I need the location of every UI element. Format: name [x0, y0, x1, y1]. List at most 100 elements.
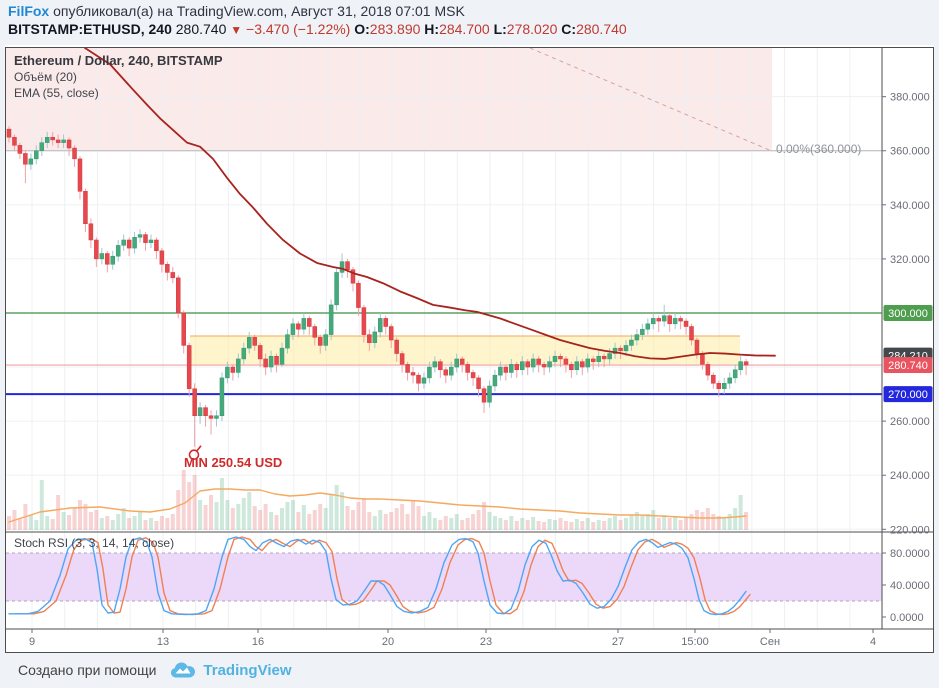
stoch-band: [6, 553, 882, 601]
candle-body: [612, 347, 618, 354]
volume-bar: [170, 514, 175, 530]
candle-body: [126, 239, 132, 249]
candle-body: [339, 261, 345, 273]
fib-level-label: 0.00%(360.000): [776, 142, 862, 156]
candle-body: [378, 318, 383, 333]
candle-body: [39, 142, 45, 151]
volume-bar: [176, 490, 181, 530]
volume-bar: [684, 518, 689, 530]
candle-body: [50, 136, 55, 141]
candle-body: [28, 158, 34, 165]
price-badge-label: 280.740: [888, 360, 928, 372]
candle-body: [6, 128, 12, 138]
volume-bar: [585, 518, 590, 530]
candle-body: [596, 355, 601, 362]
candle-body: [312, 326, 318, 338]
time-tick-label: Сен: [760, 636, 780, 648]
candle-body: [689, 326, 694, 341]
volume-bar: [143, 520, 148, 530]
volume-bar: [187, 482, 192, 530]
candle-body: [683, 320, 689, 327]
candle-body: [399, 353, 405, 365]
volume-bar: [574, 519, 579, 530]
candle-body: [279, 347, 285, 365]
candle-body: [83, 191, 88, 225]
volume-bar: [744, 512, 749, 530]
volume-bar: [7, 516, 11, 530]
close-value: 280.740: [576, 21, 627, 37]
candle-body: [470, 372, 476, 379]
volume-bar: [553, 520, 557, 530]
candle-body: [394, 339, 399, 354]
candle-body: [23, 153, 28, 165]
candle-body: [246, 337, 252, 349]
volume-bar: [274, 515, 279, 530]
legend-volume[interactable]: Объём (20): [14, 70, 77, 84]
volume-bar: [99, 518, 104, 530]
volume-bar: [416, 506, 421, 530]
volume-bar: [247, 492, 252, 530]
volume-bar: [492, 516, 497, 530]
tradingview-brand-link[interactable]: TradingView: [203, 661, 292, 679]
symbol-name[interactable]: BITSTAMP:ETHUSD, 240: [8, 21, 172, 37]
volume-bar: [56, 495, 61, 530]
volume-bar: [471, 514, 476, 530]
volume-bar: [711, 514, 716, 530]
author-link[interactable]: FilFox: [8, 3, 50, 19]
candle-body: [694, 339, 700, 354]
candle-body: [421, 377, 427, 384]
stoch-tick-label: 80.0000: [890, 548, 930, 560]
candle-body: [645, 323, 651, 330]
candle-body: [345, 261, 350, 270]
price-tick-label: 380.000: [890, 92, 930, 104]
volume-bar: [67, 515, 72, 530]
legend-ema[interactable]: EMA (55, close): [14, 86, 99, 100]
volume-bar: [476, 510, 481, 530]
volume-bar: [700, 512, 705, 530]
volume-bar: [482, 502, 487, 530]
candle-body: [672, 318, 678, 325]
candle-body: [143, 234, 148, 243]
candle-body: [634, 334, 640, 341]
low-value: 278.020: [506, 21, 558, 37]
stoch-k-line: [8, 536, 747, 616]
candle-body: [328, 304, 334, 335]
volume-bar: [525, 520, 530, 530]
volume-bar: [290, 500, 295, 530]
volume-bar: [389, 512, 394, 530]
volume-bar: [383, 514, 388, 530]
candle-body: [257, 345, 263, 360]
volume-bar: [296, 512, 301, 530]
volume-bar: [607, 518, 612, 530]
volume-bar: [312, 510, 317, 530]
price-badge: [883, 386, 933, 403]
volume-bar: [673, 516, 678, 530]
candle-body: [307, 318, 312, 327]
fib-zone: [6, 48, 772, 151]
time-tick-label: 20: [382, 636, 394, 648]
volume-bar: [269, 512, 274, 530]
candle-body: [186, 345, 192, 389]
candle-body: [519, 361, 525, 371]
volume-bar: [116, 514, 121, 530]
stoch-rsi-legend[interactable]: Stoch RSI (3, 3, 14, 14, close): [14, 536, 175, 550]
price-tick-label: 320.000: [890, 254, 930, 266]
candle-body: [498, 366, 503, 376]
volume-bar: [411, 500, 416, 530]
volume-bar: [580, 521, 585, 530]
legend-title[interactable]: Ethereum / Dollar, 240, BITSTAMP: [14, 53, 223, 68]
volume-bar: [72, 508, 77, 530]
tradingview-logo-icon[interactable]: [170, 661, 196, 679]
candle-body: [738, 361, 743, 371]
candle-body: [225, 366, 230, 379]
price-badge-label: 300.000: [888, 308, 928, 320]
chart-frame: [5, 47, 934, 653]
candle-body: [105, 253, 110, 265]
candle-body: [350, 269, 356, 284]
candle-body: [317, 337, 323, 346]
candle-body: [110, 255, 115, 265]
volume-bar: [61, 512, 66, 530]
volume-bar: [192, 475, 197, 530]
volume-bar: [361, 498, 366, 530]
